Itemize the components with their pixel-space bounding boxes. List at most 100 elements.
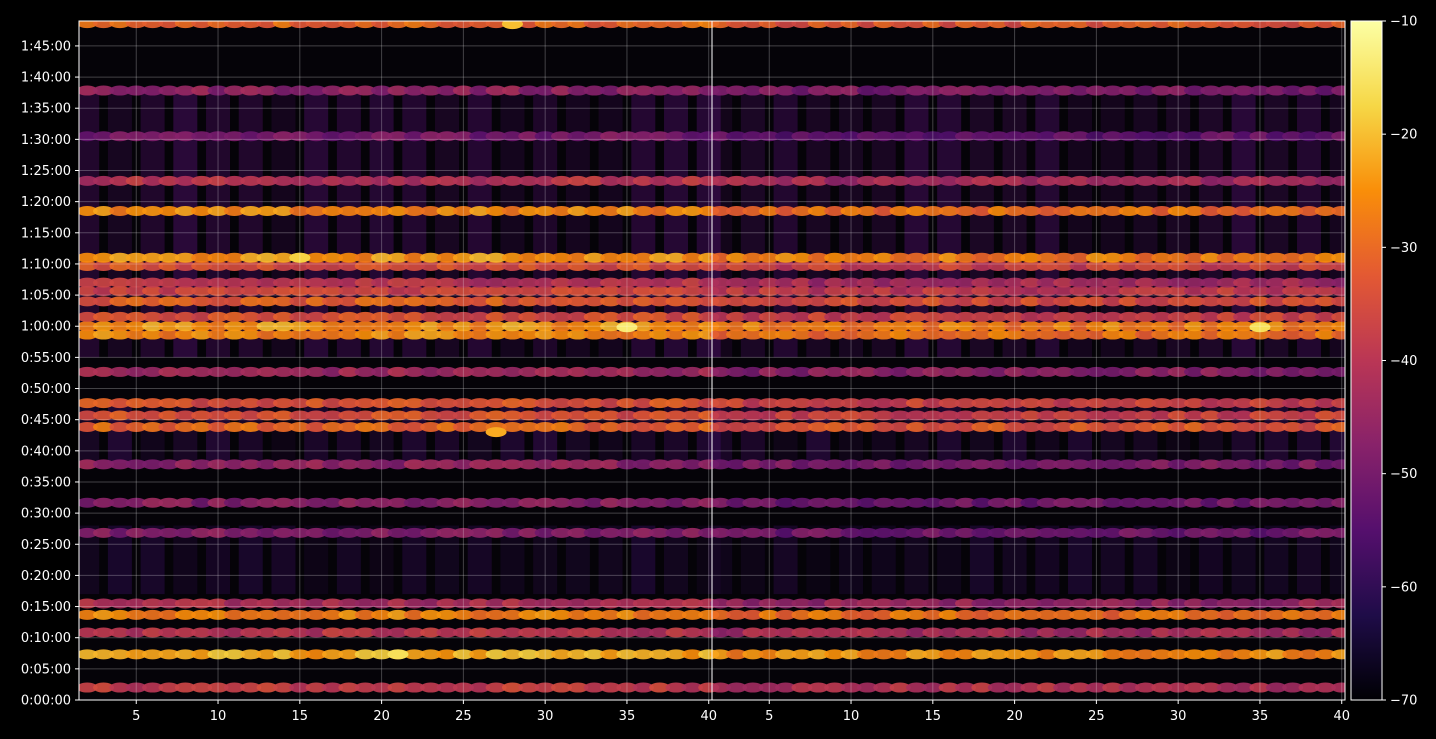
data-cell: [191, 261, 213, 272]
data-cell: [403, 261, 425, 272]
data-cell: [1184, 398, 1206, 409]
data-cell: [93, 421, 115, 432]
data-cell: [889, 296, 911, 307]
data-cell: [142, 131, 164, 142]
data-cell: [142, 321, 164, 332]
data-cell: [1085, 296, 1107, 307]
data-cell: [1151, 649, 1173, 660]
x-tick-label: 15: [292, 709, 309, 724]
data-cell: [1200, 205, 1222, 216]
data-cell: [1331, 252, 1345, 263]
data-cell: [125, 459, 147, 470]
data-cell: [709, 527, 731, 538]
data-cell: [1102, 598, 1124, 609]
data-cell: [1069, 459, 1091, 470]
data-cell: [289, 131, 311, 142]
data-cell: [856, 205, 878, 216]
data-cell: [922, 252, 944, 263]
data-cell: [1249, 598, 1271, 609]
data-cell: [1134, 459, 1156, 470]
data-cell: [1102, 627, 1124, 638]
data-cell: [1233, 311, 1255, 322]
x-tick-label: 35: [1252, 709, 1269, 724]
data-cell: [1036, 609, 1058, 620]
data-cell: [240, 609, 262, 620]
data-cell: [1020, 131, 1042, 142]
data-cell: [616, 285, 638, 296]
data-cell: [791, 598, 813, 609]
data-cell: [420, 459, 442, 470]
haze-block: [773, 400, 798, 464]
data-cell: [158, 329, 180, 340]
data-cell: [665, 175, 687, 186]
data-cell: [1020, 311, 1042, 322]
data-cell: [1134, 366, 1156, 377]
data-cell: [1118, 311, 1140, 322]
data-cell: [158, 131, 180, 142]
data-cell: [485, 131, 507, 142]
data-cell: [681, 421, 703, 432]
data-cell: [1331, 649, 1345, 660]
data-cell: [125, 497, 147, 508]
data-cell: [403, 85, 425, 96]
haze-block: [1068, 400, 1093, 464]
data-cell: [840, 21, 862, 29]
data-cell: [1053, 627, 1075, 638]
data-cell: [824, 649, 846, 660]
data-cell: [93, 497, 115, 508]
data-cell: [1004, 296, 1026, 307]
data-cell: [485, 527, 507, 538]
data-cell: [1314, 366, 1336, 377]
data-cell: [1265, 131, 1287, 142]
data-cell: [1085, 261, 1107, 272]
data-cell: [207, 598, 229, 609]
data-cell: [987, 627, 1009, 638]
data-cell: [905, 527, 927, 538]
data-cell: [1134, 609, 1156, 620]
data-cell: [616, 421, 638, 432]
data-cell: [922, 459, 944, 470]
data-cell: [1069, 627, 1091, 638]
data-cell: [436, 598, 458, 609]
data-cell: [534, 131, 556, 142]
data-cell: [681, 398, 703, 409]
x-tick-label: 10: [843, 709, 860, 724]
data-cell: [125, 527, 147, 538]
data-cell: [873, 252, 895, 263]
data-cell: [338, 459, 360, 470]
data-cell: [905, 131, 927, 142]
data-cell: [322, 366, 344, 377]
data-cell: [742, 21, 764, 29]
x-tick-label: 25: [1088, 709, 1105, 724]
data-cell: [1265, 296, 1287, 307]
data-cell: [1069, 175, 1091, 186]
data-cell: [469, 311, 491, 322]
data-cell: [1069, 598, 1091, 609]
data-cell: [272, 311, 294, 322]
data-cell: [79, 285, 98, 296]
data-cell: [207, 131, 229, 142]
data-cell: [322, 497, 344, 508]
data-cell: [1265, 459, 1287, 470]
data-cell: [1167, 410, 1189, 421]
data-cell: [632, 682, 654, 693]
data-cell: [922, 261, 944, 272]
data-cell: [775, 627, 797, 638]
data-cell: [125, 296, 147, 307]
data-cell: [1102, 321, 1124, 332]
data-cell: [1004, 85, 1026, 96]
data-cell: [1053, 398, 1075, 409]
data-cell: [938, 21, 960, 29]
x-tick-label: 30: [537, 709, 554, 724]
data-cell: [1020, 85, 1042, 96]
data-cell: [905, 321, 927, 332]
data-cell: [1004, 321, 1026, 332]
data-cell: [1331, 329, 1345, 340]
data-cell: [1249, 175, 1271, 186]
data-cell: [856, 627, 878, 638]
data-cell: [1020, 627, 1042, 638]
data-cell: [987, 285, 1009, 296]
data-cell: [1085, 205, 1107, 216]
data-cell: [807, 627, 829, 638]
data-cell: [371, 366, 393, 377]
